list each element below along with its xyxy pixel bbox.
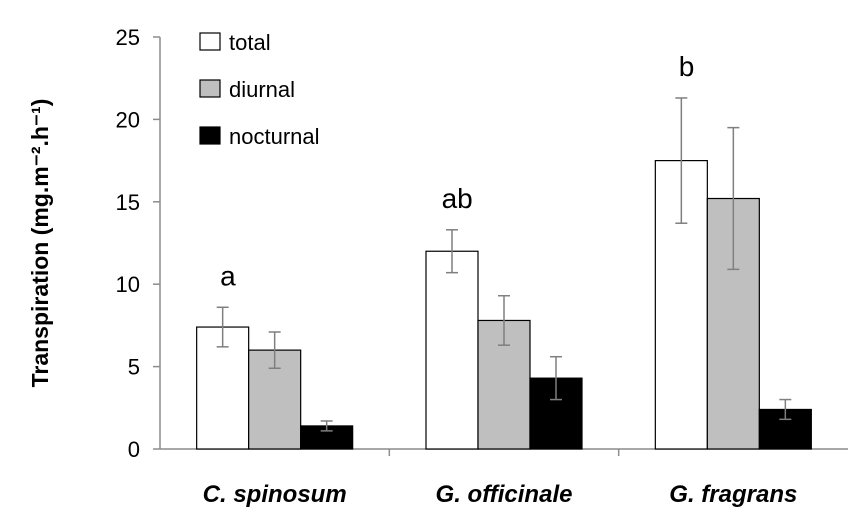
legend-swatch: [199, 32, 221, 51]
y-tick-label: 10: [116, 272, 140, 297]
significance-label: b: [679, 51, 695, 82]
y-tick-label: 20: [116, 107, 140, 132]
legend-swatch: [199, 79, 221, 98]
legend-swatch: [199, 126, 221, 145]
bar: [425, 250, 479, 450]
legend-label: nocturnal: [229, 124, 320, 149]
x-tick-label: G. fragrans: [669, 481, 797, 508]
significance-label: ab: [442, 183, 473, 214]
y-tick-label: 0: [128, 437, 140, 462]
legend: total diurnal nocturnal: [199, 30, 320, 149]
bar: [248, 349, 302, 450]
y-axis-ticks: 0 5 10 15 20 25: [116, 25, 160, 462]
bars: [196, 97, 812, 450]
x-tick-label: G. officinale: [436, 481, 573, 508]
y-tick-label: 25: [116, 25, 140, 50]
significance-labels: a ab b: [220, 51, 694, 291]
y-tick-label: 15: [116, 190, 140, 215]
y-axis-title: Transpiration (mg.m⁻².h⁻¹): [27, 99, 53, 388]
legend-label: total: [229, 30, 271, 55]
significance-label: a: [220, 260, 236, 291]
y-tick-label: 5: [128, 355, 140, 380]
x-tick-label: C. spinosum: [203, 481, 347, 508]
legend-label: diurnal: [229, 77, 295, 102]
x-axis-ticks: C. spinosum G. officinale G. fragrans: [203, 449, 797, 508]
